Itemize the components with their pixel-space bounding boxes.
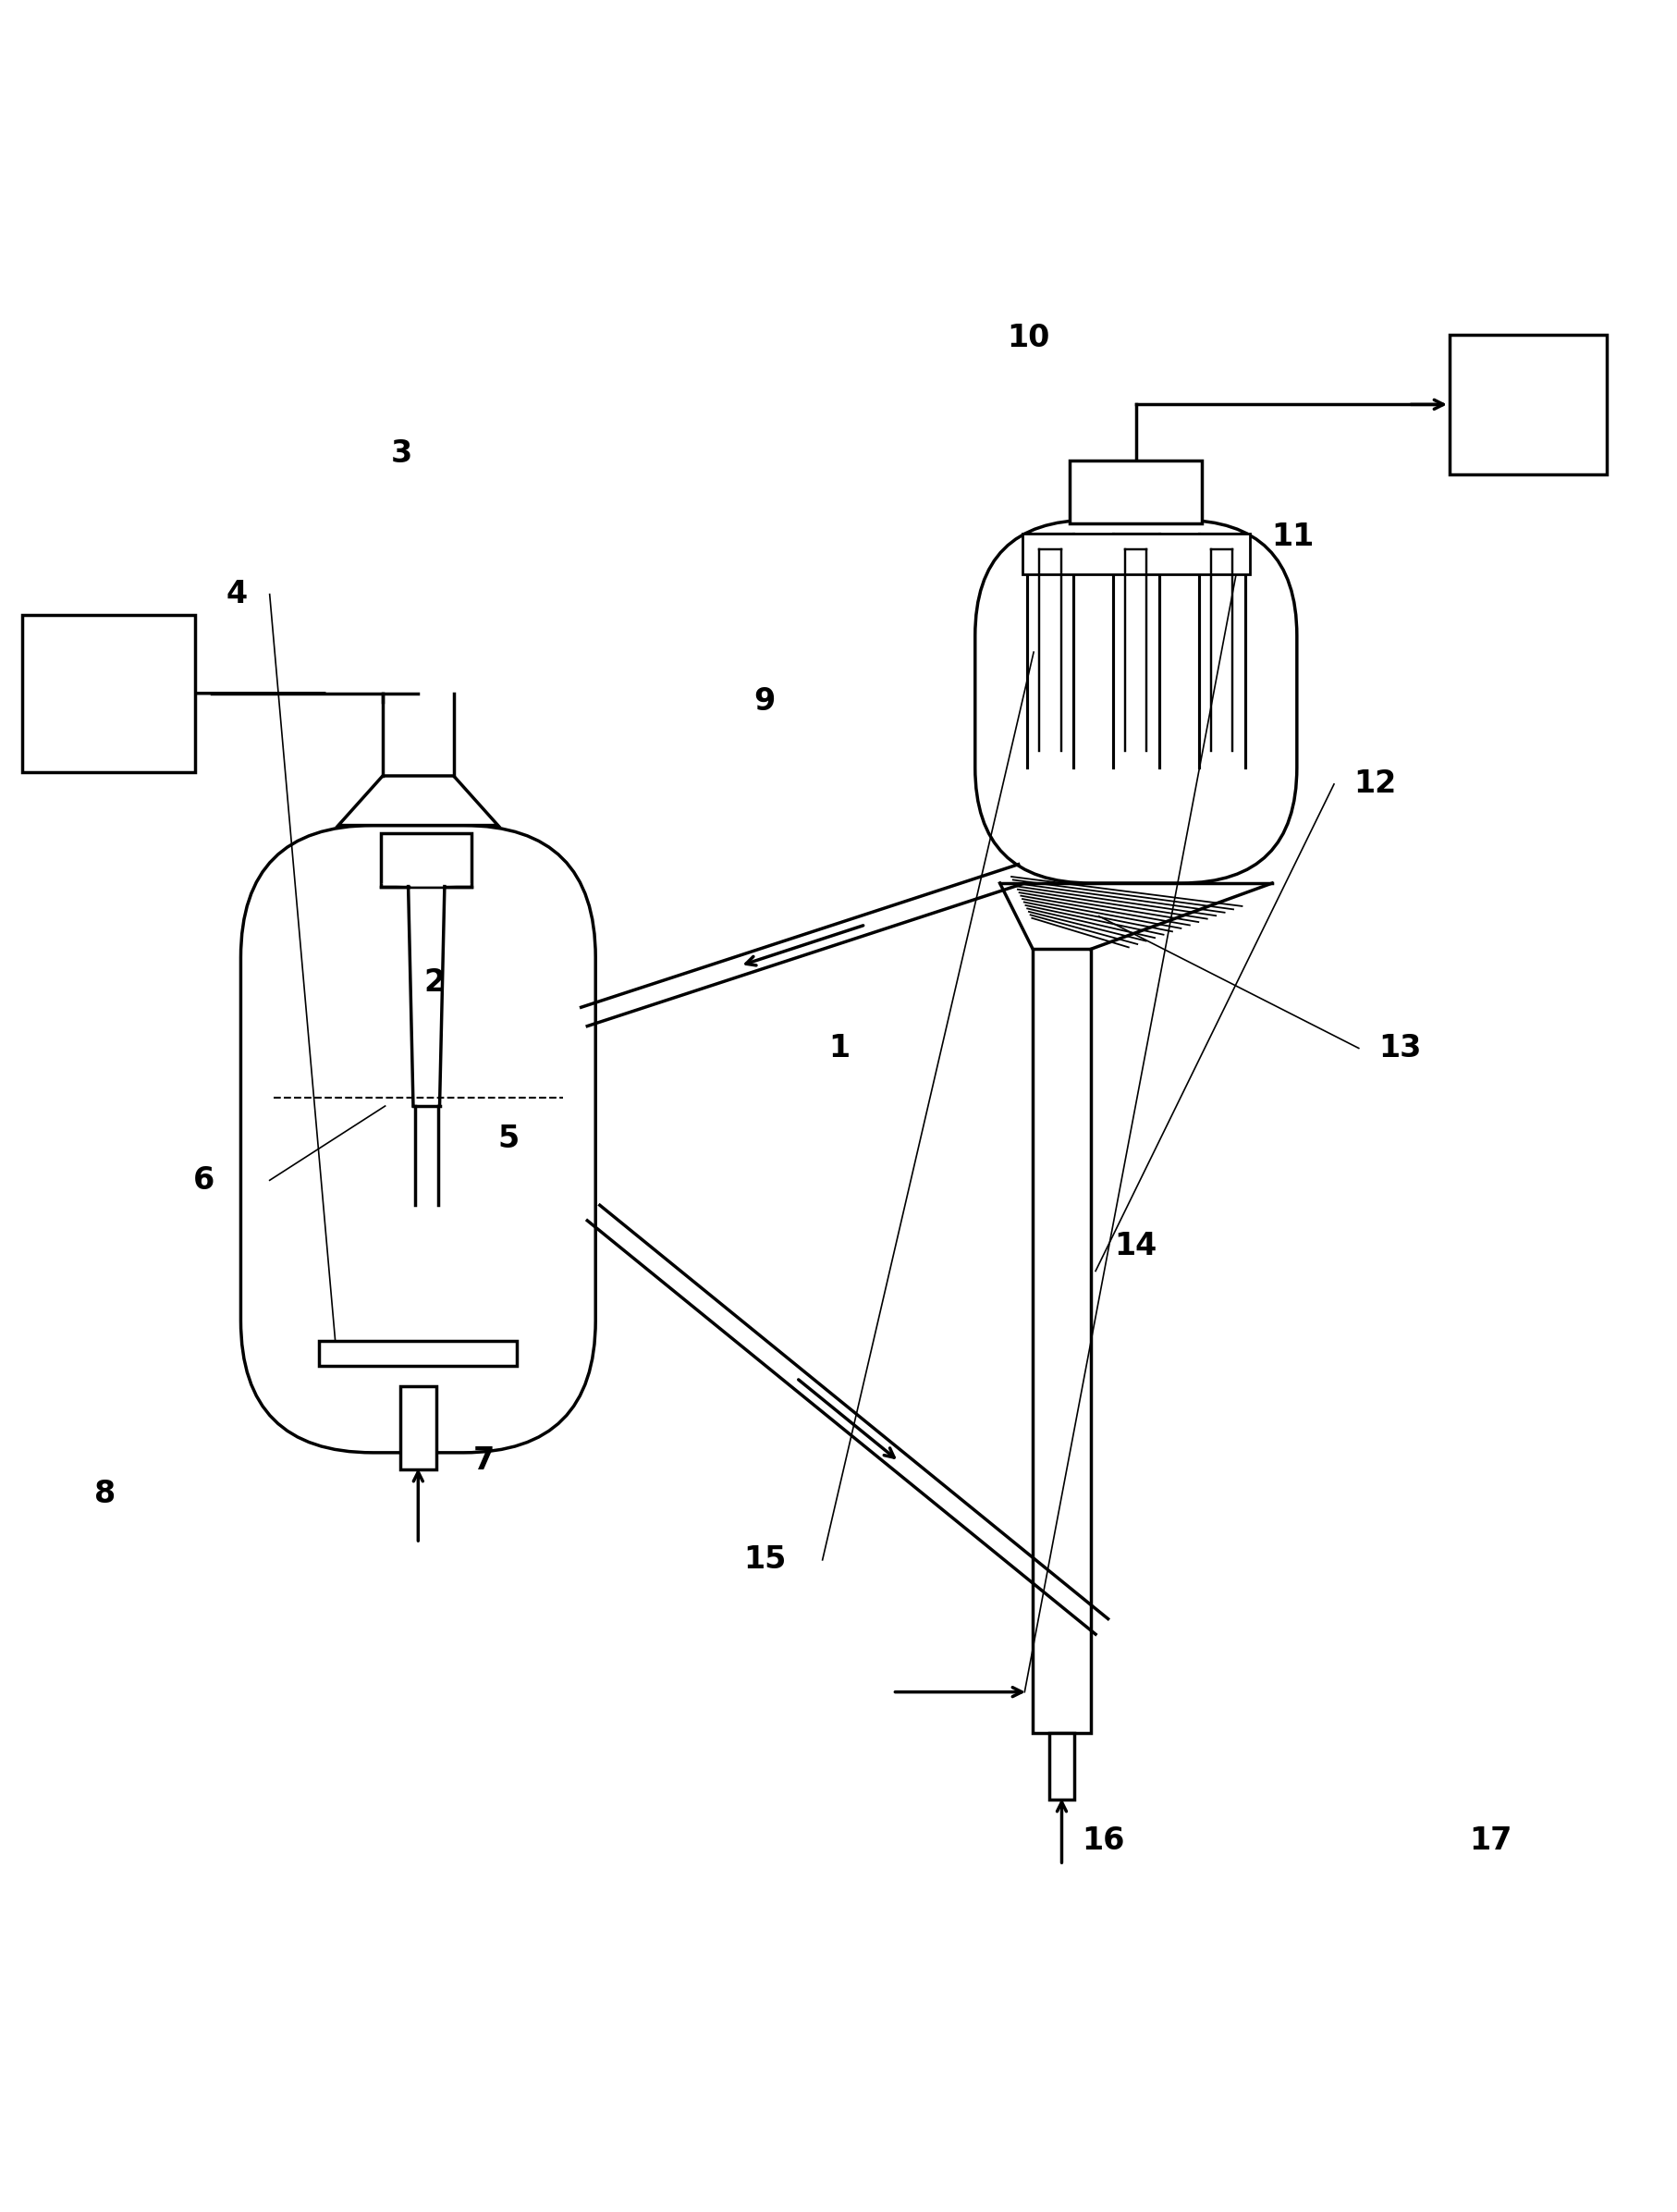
Polygon shape [381,883,471,887]
Bar [1449,334,1605,476]
Bar [1033,949,1090,1734]
Text: 2: 2 [424,967,444,998]
Polygon shape [999,883,1271,949]
Text: 10: 10 [1006,323,1050,354]
Text: 16: 16 [1082,1825,1124,1856]
Text: 15: 15 [743,1544,787,1575]
Bar [22,615,195,772]
Text: 17: 17 [1469,1825,1511,1856]
Text: 6: 6 [193,1166,215,1194]
Bar [381,834,471,887]
Polygon shape [339,776,498,825]
Bar [319,1340,517,1367]
Text: 8: 8 [94,1478,116,1509]
Text: 1: 1 [828,1033,849,1064]
Bar [1021,533,1249,575]
FancyBboxPatch shape [240,825,595,1453]
Text: 12: 12 [1353,770,1395,799]
Bar [1070,460,1201,524]
Bar [399,1387,436,1469]
FancyBboxPatch shape [974,520,1296,883]
Text: 11: 11 [1271,522,1313,551]
Bar [1048,1734,1073,1798]
Text: 9: 9 [753,686,775,717]
Text: 4: 4 [226,580,247,611]
Text: 3: 3 [391,438,413,469]
Text: 14: 14 [1114,1232,1157,1261]
Text: 5: 5 [498,1124,520,1155]
Text: 13: 13 [1378,1033,1420,1064]
Text: 7: 7 [473,1447,495,1475]
